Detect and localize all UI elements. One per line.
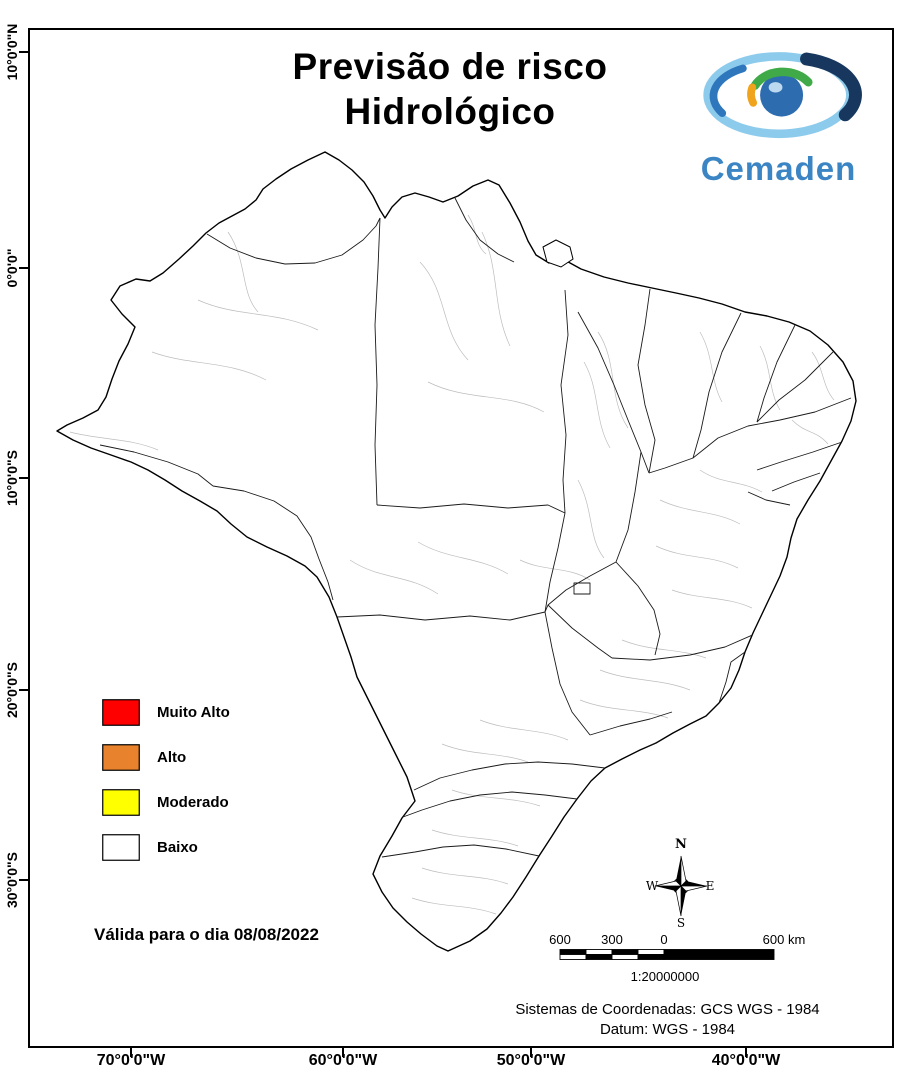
validity-note: Válida para o dia 08/08/2022 [94, 925, 319, 944]
axis-tick [19, 267, 28, 269]
risk-legend: Muito Alto Alto Moderado Baixo [102, 698, 230, 878]
scale-bar-graphic [559, 949, 775, 960]
legend-item: Baixo [102, 833, 230, 861]
longitude-label: 50°0'0"W [496, 1052, 566, 1069]
cemaden-logo: Cemaden [676, 46, 881, 188]
title-line-2: Hidrológico [344, 91, 556, 133]
legend-item: Muito Alto [102, 698, 230, 726]
legend-swatch [102, 788, 140, 816]
legend-swatch [102, 833, 140, 861]
compass-rose-icon: N S W E [646, 837, 715, 930]
compass-south-label: S [677, 916, 685, 930]
legend-swatch [102, 743, 140, 771]
state-boundaries [99, 197, 852, 858]
axis-tick [19, 879, 28, 881]
scale-bar: 600 300 0 600 km 1:20000000 [549, 932, 812, 984]
axis-tick [130, 1048, 132, 1057]
axis-tick [745, 1048, 747, 1057]
compass-north-label: N [675, 837, 687, 852]
municipal-boundaries [69, 214, 835, 915]
cemaden-eye-icon [702, 52, 862, 139]
scale-label: 300 [601, 932, 623, 947]
scale-ratio: 1:20000000 [630, 969, 700, 984]
scale-label: 0 [660, 932, 668, 947]
latitude-label: 10°0'0"N [4, 23, 20, 81]
legend-item: Moderado [102, 788, 230, 816]
cemaden-logo-text: Cemaden [700, 150, 857, 187]
axis-tick [19, 689, 28, 691]
title-line-1: Previsão de risco [292, 46, 608, 87]
scale-label: 600 [549, 932, 571, 947]
country-outline [56, 151, 857, 952]
longitude-label: 60°0'0"W [308, 1052, 378, 1069]
latitude-label: 0°0'0" [4, 248, 20, 288]
longitude-label: 70°0'0"W [96, 1052, 166, 1069]
axis-tick [530, 1048, 532, 1057]
coordinate-system-note: Sistemas de Coordenadas: GCS WGS - 1984 … [430, 1000, 903, 1041]
datum-line: Datum: WGS - 1984 [599, 1021, 736, 1039]
scale-label: 600 km [762, 932, 806, 947]
marajo-island [542, 239, 574, 268]
latitude-label: 10°0'0"S [4, 449, 20, 507]
compass-west-label: W [646, 879, 659, 893]
legend-item-label: Alto [157, 748, 187, 766]
legend-item-label: Muito Alto [157, 703, 230, 721]
longitude-label: 40°0'0"W [711, 1052, 781, 1069]
axis-tick [342, 1048, 344, 1057]
legend-item-label: Baixo [157, 838, 198, 856]
coordinate-system-line: Sistemas de Coordenadas: GCS WGS - 1984 [515, 1001, 820, 1018]
latitude-label: 30°0'0"S [4, 851, 20, 909]
latitude-label: 20°0'0"S [4, 661, 20, 719]
legend-item-label: Moderado [157, 793, 229, 811]
scale-bar-labels: 600 300 0 600 km [549, 932, 812, 948]
axis-tick [19, 51, 28, 53]
page-title: Previsão de risco Hidrológico [130, 44, 770, 134]
map-frame [28, 28, 894, 1048]
legend-swatch [102, 698, 140, 726]
axis-tick [19, 477, 28, 479]
compass-east-label: E [706, 879, 715, 893]
legend-item: Alto [102, 743, 230, 771]
